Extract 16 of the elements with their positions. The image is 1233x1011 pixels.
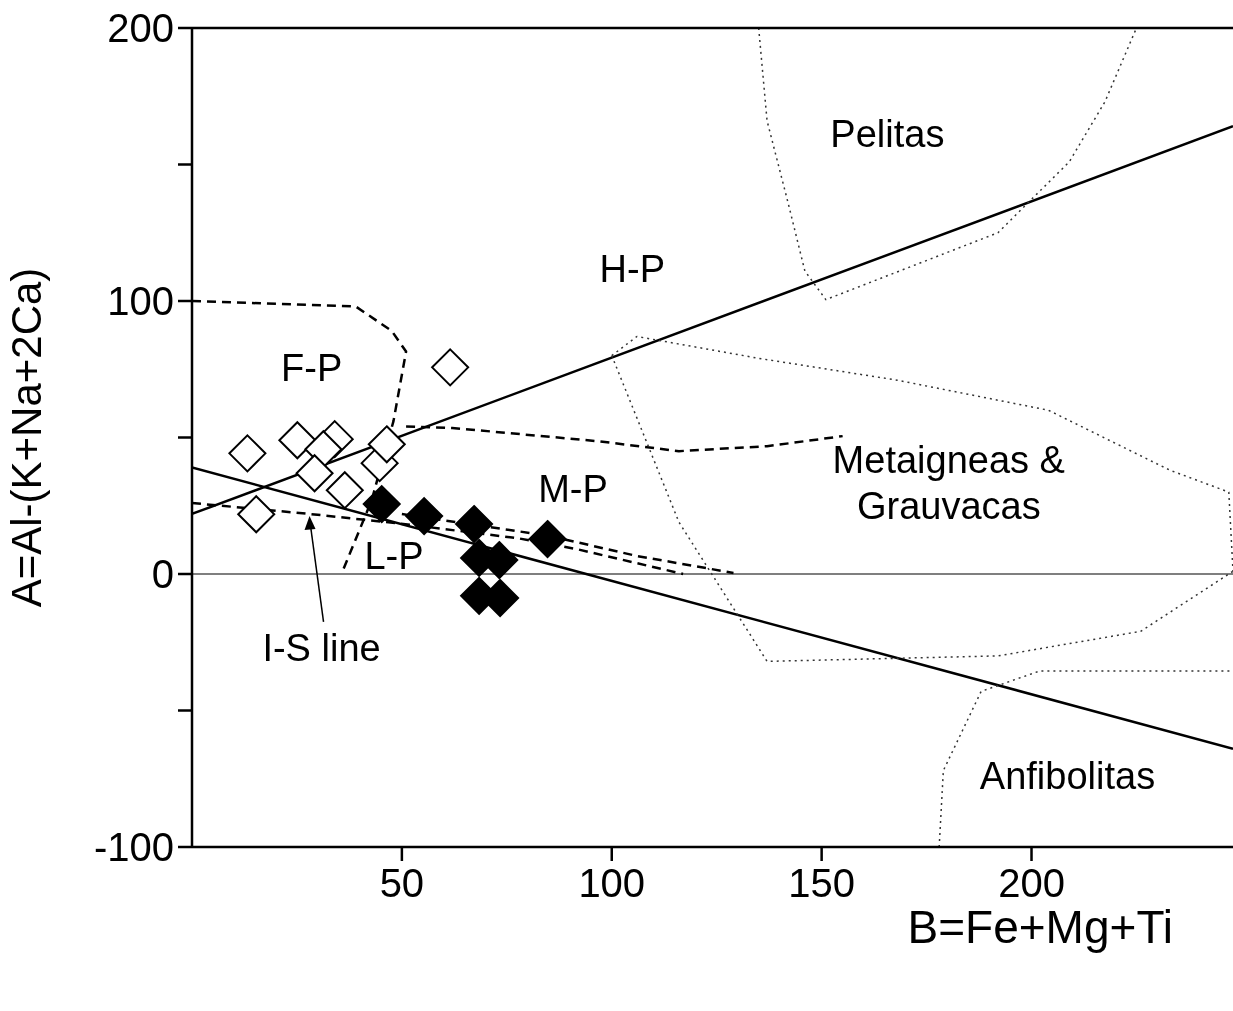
annotation: F-P bbox=[281, 347, 343, 390]
x-tick-label: 100 bbox=[578, 861, 646, 906]
y-tick-label: 100 bbox=[107, 279, 174, 324]
y-axis-title: A=Al-(K+Na+2Ca) bbox=[2, 267, 50, 608]
annotation: Anfibolitas bbox=[979, 754, 1156, 797]
annotation: Pelitas bbox=[830, 112, 945, 155]
x-tick-label: 150 bbox=[788, 861, 856, 906]
y-tick-label: 0 bbox=[151, 552, 174, 597]
annotation: H-P bbox=[599, 247, 666, 290]
annotation: M-P bbox=[538, 467, 608, 510]
text: I-S line bbox=[262, 626, 381, 669]
annotation: L-P bbox=[364, 534, 424, 577]
annotation: Metaigneas & Grauvacas bbox=[832, 438, 1065, 527]
x-tick-label: 50 bbox=[379, 861, 425, 906]
y-tick-label: 200 bbox=[107, 6, 174, 51]
y-tick-label: -100 bbox=[93, 825, 174, 870]
